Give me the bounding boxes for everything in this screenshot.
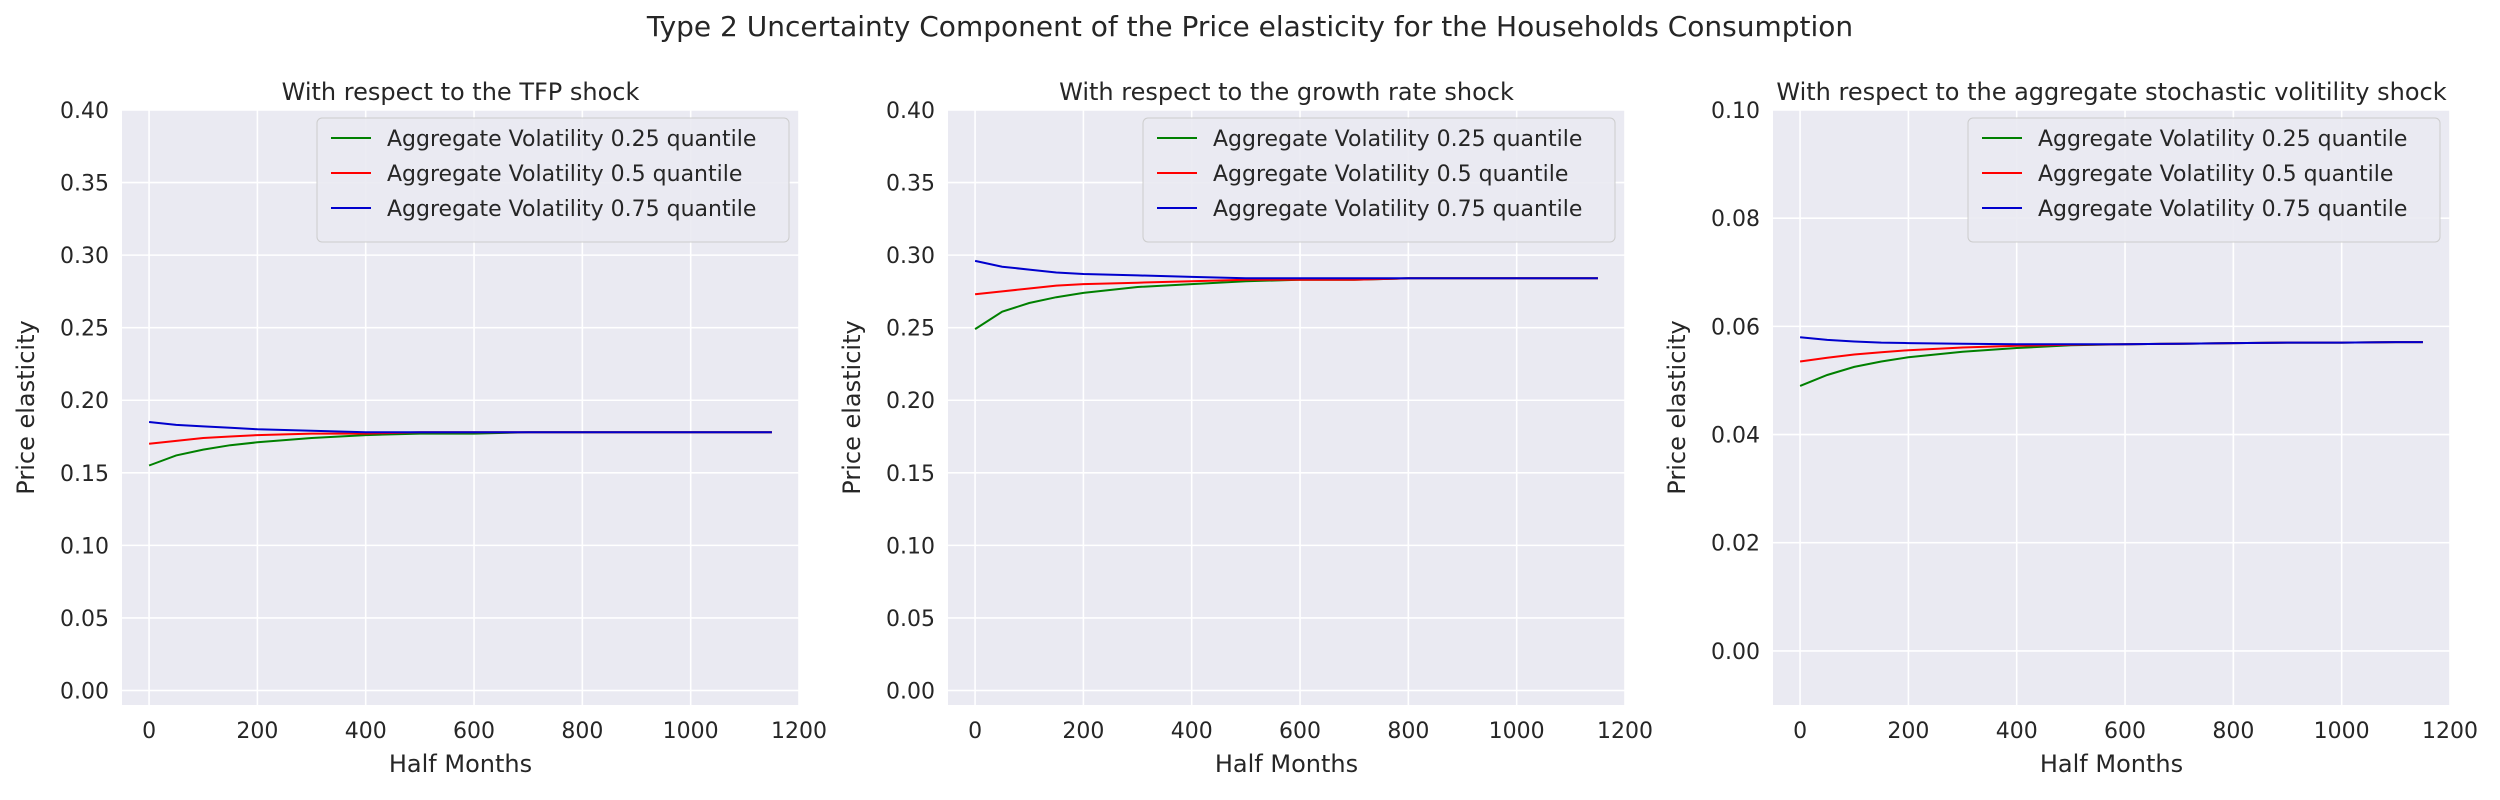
y-tick-label: 0.15	[886, 462, 935, 487]
y-tick-label: 0.05	[60, 607, 109, 632]
x-tick-label: 800	[561, 719, 603, 744]
y-tick-label: 0.25	[60, 317, 109, 342]
x-tick-label: 400	[345, 719, 387, 744]
y-tick-label: 0.06	[1711, 315, 1760, 340]
x-tick-label: 600	[453, 719, 495, 744]
x-tick-label: 200	[1887, 719, 1929, 744]
legend-box	[1142, 117, 1616, 243]
x-axis-label: Half Months	[2040, 750, 2183, 778]
y-tick-label: 0.05	[886, 607, 935, 632]
x-tick-label: 200	[236, 719, 278, 744]
legend-label: Aggregate Volatility 0.5 quantile	[2038, 162, 2393, 187]
legend-label: Aggregate Volatility 0.25 quantile	[1213, 127, 1582, 152]
x-tick-label: 200	[1062, 719, 1104, 744]
x-tick-label: 1200	[2422, 719, 2478, 744]
x-tick-label: 1200	[771, 719, 827, 744]
y-tick-label: 0.20	[60, 389, 109, 414]
y-tick-label: 0.08	[1711, 207, 1760, 232]
x-tick-label: 400	[1171, 719, 1213, 744]
panel-tfp-shock: 0 200 400 600 800 1000 1200 0.00 0.05 0.10 0.15 0.2…	[12, 78, 827, 778]
y-tick-label: 0.15	[60, 462, 109, 487]
y-axis-label: Price elasticity	[12, 320, 40, 494]
y-tick-label: 0.30	[886, 244, 935, 269]
y-tick-label: 0.30	[60, 244, 109, 269]
panel-title: With respect to the growth rate shock	[1059, 78, 1514, 106]
y-tick-label: 0.10	[886, 534, 935, 559]
y-axis-label: Price elasticity	[1663, 320, 1691, 494]
x-tick-label: 600	[2104, 719, 2146, 744]
y-tick-label: 0.00	[60, 679, 109, 704]
x-tick-label: 1000	[2314, 719, 2370, 744]
series-line	[974, 259, 1598, 280]
legend-label: Aggregate Volatility 0.5 quantile	[1213, 162, 1568, 187]
y-tick-label: 0.00	[886, 679, 935, 704]
y-tick-label: 0.35	[60, 172, 109, 197]
y-tick-label: 0.40	[886, 99, 935, 124]
series-line	[1800, 336, 2423, 346]
panel-title: With respect to the aggregate stochastic…	[1776, 78, 2446, 106]
y-tick-label: 0.10	[60, 534, 109, 559]
x-tick-label: 0	[142, 719, 156, 744]
panel-volatility-shock: 0 200 400 600 800 1000 1200 0.00 0.02 0.04 0.06 0.0…	[1663, 78, 2478, 778]
y-tick-label: 0.10	[1711, 99, 1760, 124]
y-tick-label: 0.04	[1711, 424, 1760, 449]
series-line	[148, 421, 772, 434]
y-tick-label: 0.20	[886, 389, 935, 414]
legend-label: Aggregate Volatility 0.25 quantile	[387, 127, 756, 152]
legend-label: Aggregate Volatility 0.25 quantile	[2038, 127, 2407, 152]
legend-label: Aggregate Volatility 0.5 quantile	[387, 162, 742, 187]
legend-label: Aggregate Volatility 0.75 quantile	[1213, 197, 1582, 222]
panel-growth-rate-shock: 0 200 400 600 800 1000 1200 0.00 0.05 0.10 0.15 0.2…	[838, 78, 1653, 778]
legend-label: Aggregate Volatility 0.75 quantile	[387, 197, 756, 222]
x-tick-label: 0	[1793, 719, 1807, 744]
x-tick-label: 800	[1387, 719, 1429, 744]
x-tick-label: 0	[968, 719, 982, 744]
x-tick-label: 1200	[1597, 719, 1653, 744]
x-tick-label: 600	[1279, 719, 1321, 744]
panel-title: With respect to the TFP shock	[282, 78, 640, 106]
legend-box	[316, 117, 790, 243]
x-tick-label: 1000	[1489, 719, 1545, 744]
x-tick-label: 400	[1996, 719, 2038, 744]
y-tick-label: 0.25	[886, 317, 935, 342]
y-tick-label: 0.00	[1711, 640, 1760, 665]
legend-box	[1967, 117, 2441, 243]
x-axis-label: Half Months	[389, 750, 532, 778]
y-tick-label: 0.40	[60, 99, 109, 124]
x-tick-label: 800	[2212, 719, 2254, 744]
x-tick-label: 1000	[663, 719, 719, 744]
y-tick-label: 0.02	[1711, 532, 1760, 557]
y-axis-label: Price elasticity	[838, 320, 866, 494]
y-tick-label: 0.35	[886, 172, 935, 197]
legend-label: Aggregate Volatility 0.75 quantile	[2038, 197, 2407, 222]
x-axis-label: Half Months	[1215, 750, 1358, 778]
figure-title: Type 2 Uncertainty Component of the Pric…	[646, 10, 1854, 43]
